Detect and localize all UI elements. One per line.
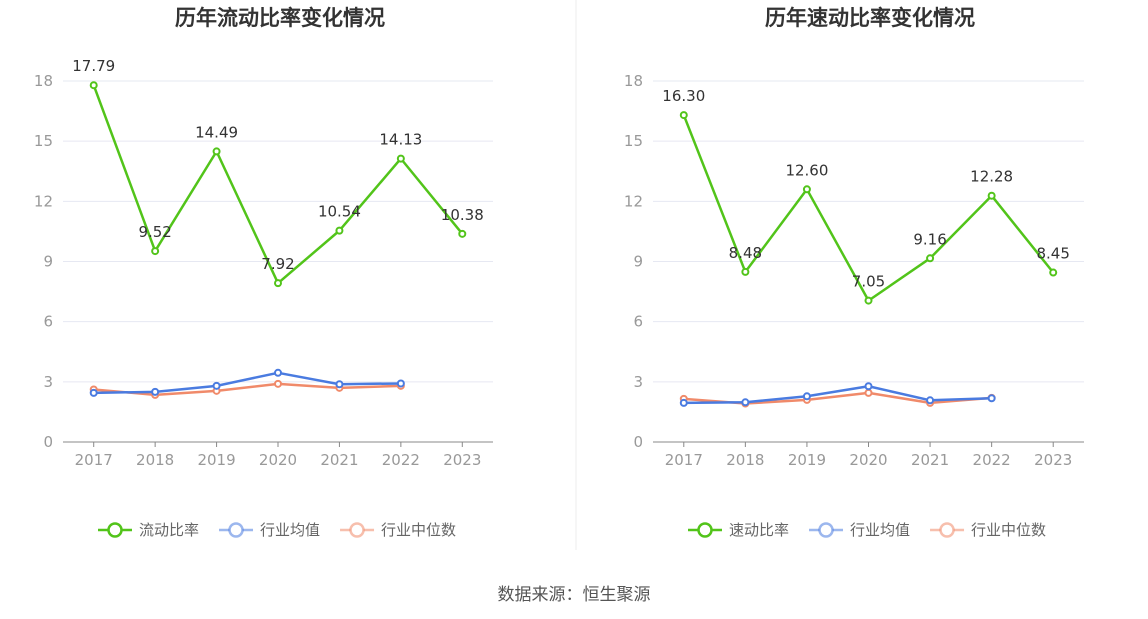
series-line xyxy=(93,371,401,395)
data-point[interactable] xyxy=(1049,268,1058,277)
legend-marker xyxy=(939,522,955,538)
legend-marker xyxy=(107,522,123,538)
data-point[interactable] xyxy=(151,247,160,256)
legend-marker xyxy=(349,522,365,538)
series-line xyxy=(92,84,464,285)
data-point[interactable] xyxy=(335,380,344,389)
x-tick-label: 2021 xyxy=(911,451,949,469)
data-point[interactable] xyxy=(274,279,282,288)
data-label: 7.92 xyxy=(261,255,294,273)
data-label: 9.16 xyxy=(913,230,946,248)
data-label: 9.52 xyxy=(138,223,171,241)
y-tick-label: 6 xyxy=(43,313,53,331)
data-point[interactable] xyxy=(335,226,344,235)
x-tick-label: 2018 xyxy=(726,451,764,469)
y-tick-label: 0 xyxy=(633,433,643,451)
data-label: 12.60 xyxy=(785,161,828,179)
x-tick-label: 2022 xyxy=(973,451,1011,469)
y-tick-label: 12 xyxy=(34,192,53,210)
x-tick-label: 2018 xyxy=(136,451,174,469)
legend-item[interactable]: 行业中位数 xyxy=(340,521,456,539)
data-point[interactable] xyxy=(396,154,405,163)
y-tick-label: 18 xyxy=(624,72,643,90)
x-tick-label: 2020 xyxy=(259,451,297,469)
legend-marker xyxy=(228,522,244,538)
y-tick-label: 9 xyxy=(43,253,53,271)
data-point[interactable] xyxy=(741,398,750,407)
legend-item[interactable]: 速动比率 xyxy=(688,521,789,539)
legend-item[interactable]: 行业均值 xyxy=(219,521,320,539)
data-label: 12.28 xyxy=(970,168,1013,186)
quick-ratio-chart: 历年速动比率变化情况 0 3 6 9 12 15 18 2017 2018 2019 2020 2021… xyxy=(624,6,1084,539)
legend-item[interactable]: 流动比率 xyxy=(98,521,199,539)
data-label: 10.38 xyxy=(441,206,484,224)
legend-label: 行业均值 xyxy=(850,521,910,539)
data-label: 8.48 xyxy=(729,244,762,262)
data-point[interactable] xyxy=(926,396,935,405)
series-line xyxy=(683,384,992,405)
data-point[interactable] xyxy=(151,387,160,396)
legend-label: 速动比率 xyxy=(729,521,789,539)
data-label: 7.05 xyxy=(852,273,885,291)
current-ratio-chart: 历年流动比率变化情况 0 3 6 9 12 15 18 2017 2018 2019 2020 2021… xyxy=(34,6,493,539)
data-label: 10.54 xyxy=(318,203,361,221)
y-tick-label: 12 xyxy=(624,192,643,210)
legend-item[interactable]: 行业均值 xyxy=(809,521,910,539)
data-point[interactable] xyxy=(212,381,221,390)
data-point[interactable] xyxy=(679,111,688,120)
legend-label: 流动比率 xyxy=(139,521,199,539)
data-label: 16.30 xyxy=(662,87,705,105)
y-tick-label: 0 xyxy=(43,433,53,451)
legend-item[interactable]: 行业中位数 xyxy=(930,521,1046,539)
x-tick-label: 2019 xyxy=(788,451,826,469)
legend-label: 行业中位数 xyxy=(381,521,456,539)
data-point[interactable] xyxy=(274,368,282,377)
x-tick-label: 2022 xyxy=(382,451,420,469)
y-tick-label: 3 xyxy=(43,373,53,391)
data-label: 8.45 xyxy=(1037,245,1070,263)
y-tick-label: 18 xyxy=(34,72,53,90)
data-point[interactable] xyxy=(679,398,688,407)
chart-title: 历年流动比率变化情况 xyxy=(175,6,385,30)
y-tick-label: 9 xyxy=(633,253,643,271)
data-point[interactable] xyxy=(987,191,996,200)
series-line xyxy=(93,382,401,397)
legend-marker xyxy=(818,522,834,538)
legend-label: 行业均值 xyxy=(260,521,320,539)
data-point[interactable] xyxy=(864,296,873,305)
x-tick-label: 2023 xyxy=(1034,451,1072,469)
y-tick-label: 6 xyxy=(633,313,643,331)
legend-marker xyxy=(697,522,713,538)
data-point[interactable] xyxy=(864,382,873,391)
data-point[interactable] xyxy=(926,254,935,263)
data-point[interactable] xyxy=(396,379,405,388)
data-point[interactable] xyxy=(458,229,467,238)
x-tick-label: 2017 xyxy=(665,451,703,469)
data-point[interactable] xyxy=(987,394,996,403)
data-point[interactable] xyxy=(89,388,98,397)
data-point[interactable] xyxy=(802,392,811,401)
x-tick-label: 2021 xyxy=(320,451,358,469)
data-point[interactable] xyxy=(741,267,750,276)
legend-label: 行业中位数 xyxy=(971,521,1046,539)
data-point[interactable] xyxy=(802,185,811,194)
x-tick-label: 2017 xyxy=(75,451,113,469)
source-label: 数据来源：恒生聚源 xyxy=(497,585,651,605)
chart-title: 历年速动比率变化情况 xyxy=(765,6,975,30)
y-tick-label: 15 xyxy=(34,132,53,150)
data-point[interactable] xyxy=(864,388,873,397)
data-label: 14.13 xyxy=(379,131,422,149)
data-label: 17.79 xyxy=(72,57,115,75)
y-tick-label: 3 xyxy=(633,373,643,391)
data-label: 14.49 xyxy=(195,123,238,141)
y-tick-label: 15 xyxy=(624,132,643,150)
x-tick-label: 2019 xyxy=(197,451,235,469)
data-point[interactable] xyxy=(212,147,221,156)
x-tick-label: 2020 xyxy=(849,451,887,469)
data-point[interactable] xyxy=(89,81,98,90)
data-point[interactable] xyxy=(274,379,282,388)
x-tick-label: 2023 xyxy=(443,451,481,469)
